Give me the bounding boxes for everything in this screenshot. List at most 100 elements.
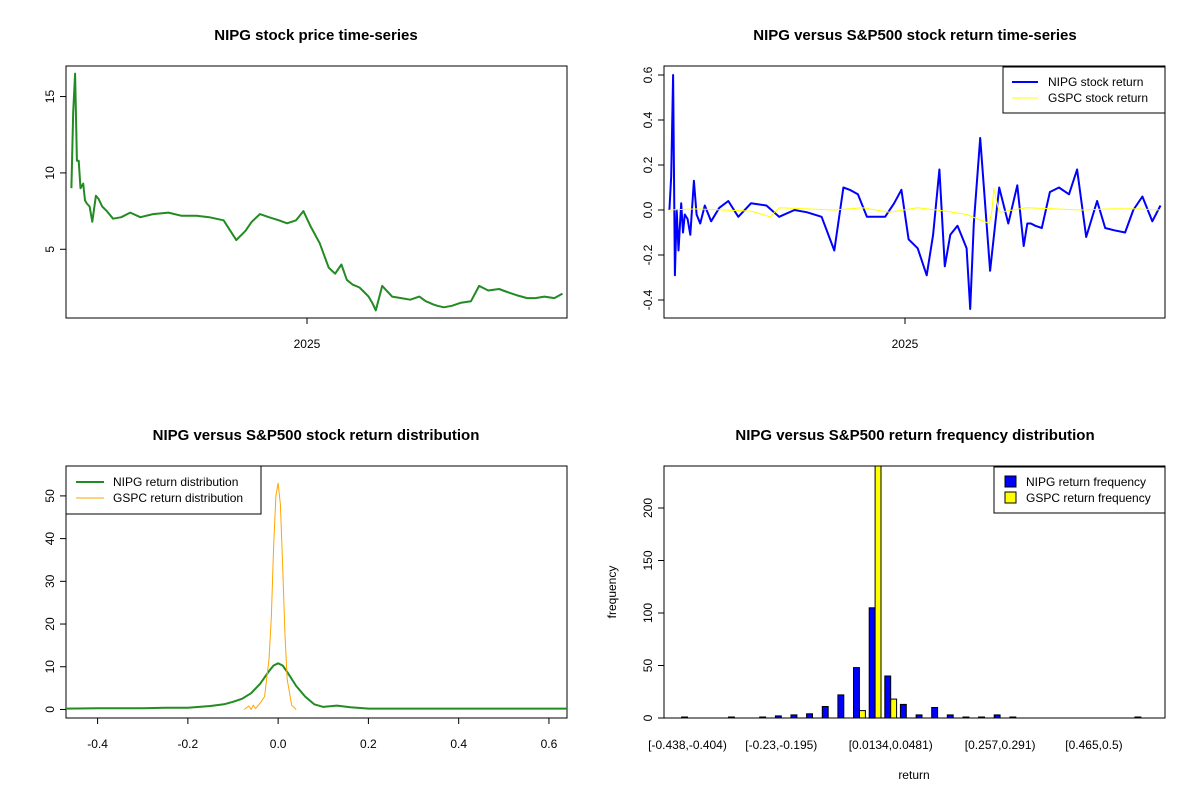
bars-group: [681, 465, 1142, 719]
y-tick-label: 50: [641, 659, 655, 673]
nipg-bar: [774, 715, 782, 719]
x-tick-label: [-0.23,-0.195): [745, 738, 817, 752]
nipg-bar: [759, 716, 767, 719]
x-tick-label: -0.2: [178, 737, 199, 751]
nipg-bar: [962, 716, 970, 719]
y-tick-label: 30: [43, 574, 57, 588]
gspc-density-line: [243, 482, 297, 710]
nipg-bar: [853, 667, 860, 719]
y-tick-label: -0.4: [641, 289, 655, 310]
legend-box: [993, 466, 1166, 514]
nipg-bar: [1009, 716, 1017, 719]
nipg-density-line: [65, 662, 567, 710]
x-axis: -0.4 -0.2 0.0 0.2 0.4 0.6: [87, 718, 558, 751]
legend: NIPG stock return GSPC stock return: [1002, 66, 1166, 114]
y-tick-label: 150: [641, 550, 655, 570]
plot-frame: [663, 65, 1166, 319]
x-axis: [-0.438,-0.404) [-0.23,-0.195) [0.0134,0.0…: [648, 738, 1123, 752]
x-axis: 2025: [892, 318, 919, 351]
x-tick-label: 2025: [294, 337, 321, 351]
nipg-bar: [993, 714, 1001, 719]
x-tick-label: 0.4: [450, 737, 467, 751]
y-tick-label: -0.2: [641, 244, 655, 265]
y-tick-label: 20: [43, 617, 57, 631]
nipg-bar: [1134, 716, 1142, 719]
panel-frequency-distribution: NIPG versus S&P500 return frequency dist…: [605, 427, 1166, 782]
y-tick-label: 200: [641, 498, 655, 518]
nipg-bar: [681, 716, 688, 719]
y-tick-label: 0: [641, 714, 655, 721]
series-group: [70, 72, 563, 312]
legend-label: NIPG stock return: [1048, 75, 1143, 89]
y-axis: 5 10 15: [43, 90, 66, 253]
gspc-bar: [859, 710, 866, 719]
nipg-bar: [884, 675, 892, 719]
x-tick-label: [0.465,0.5): [1065, 738, 1122, 752]
y-tick-label: 40: [43, 532, 57, 546]
chart-title: NIPG versus S&P500 stock return time-ser…: [753, 27, 1076, 44]
legend: NIPG return distribution GSPC return dis…: [65, 465, 262, 515]
chart-title: NIPG stock price time-series: [214, 27, 417, 44]
gspc-return-line: [669, 188, 1161, 224]
nipg-bar: [728, 716, 735, 719]
y-tick-label: 0: [43, 706, 57, 713]
x-tick-label: -0.4: [87, 737, 108, 751]
x-axis: 2025: [294, 318, 321, 351]
nipg-return-line: [668, 74, 1162, 310]
gspc-bar: [874, 465, 882, 719]
legend-swatch: [1004, 491, 1017, 504]
y-axis: 0 50 100 150 200: [641, 498, 664, 721]
nipg-bar: [868, 607, 876, 719]
plot-frame: [65, 65, 568, 319]
y-axis-label: frequency: [605, 566, 619, 619]
nipg-bar: [931, 707, 939, 719]
y-tick-label: 50: [43, 489, 57, 503]
y-tick-label: 0.2: [641, 156, 655, 173]
legend: NIPG return frequency GSPC return freque…: [993, 466, 1166, 514]
chart-title: NIPG versus S&P500 return frequency dist…: [735, 427, 1094, 444]
plot-frame: [663, 465, 1166, 719]
chart-title: NIPG versus S&P500 stock return distribu…: [153, 427, 480, 444]
legend-box: [1002, 66, 1166, 114]
panel-return-distribution: NIPG versus S&P500 stock return distribu…: [43, 427, 568, 751]
nipg-bar: [915, 714, 923, 719]
nipg-bar: [837, 694, 845, 719]
y-tick-label: 100: [641, 603, 655, 623]
y-tick-label: 5: [43, 246, 57, 253]
panel-return-timeseries: NIPG versus S&P500 stock return time-ser…: [641, 27, 1166, 351]
x-tick-label: 0.6: [541, 737, 558, 751]
y-tick-label: 10: [43, 660, 57, 674]
legend-label: GSPC return distribution: [113, 491, 243, 505]
legend-label: NIPG return frequency: [1026, 475, 1146, 489]
nipg-bar: [821, 706, 829, 719]
nipg-bar: [790, 714, 798, 719]
legend-label: GSPC return frequency: [1026, 491, 1151, 505]
nipg-bar: [946, 714, 954, 719]
x-tick-label: [0.257,0.291): [965, 738, 1036, 752]
x-axis-label: return: [898, 768, 929, 782]
y-tick-label: 0.0: [641, 201, 655, 218]
price-line: [70, 72, 563, 312]
series-group: [65, 482, 567, 710]
x-tick-label: 0.2: [360, 737, 377, 751]
legend-swatch: [1004, 475, 1017, 488]
y-tick-label: 0.4: [641, 111, 655, 128]
plot-frame: [65, 465, 568, 719]
y-tick-label: 10: [43, 166, 57, 180]
legend-label: GSPC stock return: [1048, 91, 1148, 105]
panel-price: NIPG stock price time-series 5 10 15 2025: [43, 27, 568, 351]
y-tick-label: 15: [43, 90, 57, 104]
y-tick-label: 0.6: [641, 66, 655, 83]
x-tick-label: [-0.438,-0.404): [648, 738, 727, 752]
x-tick-label: 2025: [892, 337, 919, 351]
y-axis: -0.4 -0.2 0.0 0.2 0.4 0.6: [641, 66, 664, 310]
nipg-bar: [978, 716, 985, 719]
legend-box: [65, 465, 262, 515]
nipg-bar: [806, 713, 813, 719]
gspc-bar: [890, 698, 898, 719]
y-axis: 0 10 20 30 40 50: [43, 489, 66, 713]
x-tick-label: 0.0: [270, 737, 287, 751]
x-tick-label: [0.0134,0.0481): [849, 738, 933, 752]
legend-label: NIPG return distribution: [113, 475, 238, 489]
